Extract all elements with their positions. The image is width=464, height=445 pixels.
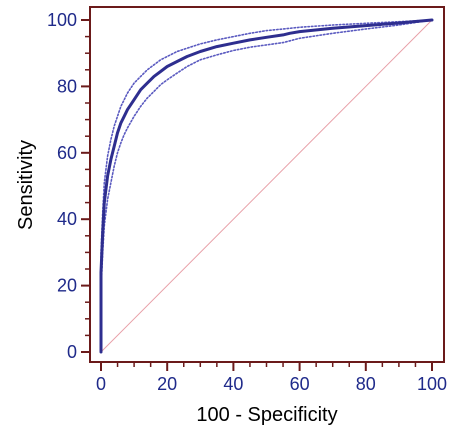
upper-confidence-bound-line [100,19,433,353]
y-tick-label: 100 [47,10,77,30]
y-tick-label: 0 [67,342,77,362]
x-tick-label: 100 [417,374,447,394]
x-tick-label: 20 [157,374,177,394]
diagonal-reference-line [100,19,433,353]
y-tick-label: 60 [57,143,77,163]
y-axis-title: Sensitivity [15,140,37,230]
x-tick-label: 40 [223,374,243,394]
y-tick-label: 20 [57,276,77,296]
y-tick-label: 40 [57,209,77,229]
y-tick-label: 80 [57,76,77,96]
roc-curve-line [99,18,434,354]
tick-labels: 0 20 40 60 80 100 0 20 40 60 80 100 [47,10,447,394]
x-tick-label: 0 [96,374,106,394]
x-tick-label: 60 [290,374,310,394]
series-layer [99,18,434,354]
x-tick-label: 80 [356,374,376,394]
lower-confidence-bound-line [100,19,433,353]
plot-frame [89,6,445,363]
axis-ticks [81,19,433,371]
x-axis-title: 100 - Specificity [196,404,337,426]
